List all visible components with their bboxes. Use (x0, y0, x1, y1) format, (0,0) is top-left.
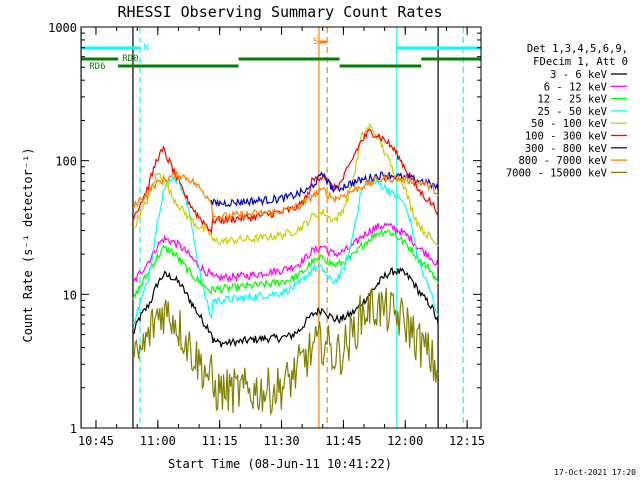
x-axis-label: Start Time (08-Jun-11 10:41:22) (168, 457, 392, 471)
legend-entry-label: 3 - 6 keV (550, 69, 608, 81)
y-axis-label: Count Rate (s⁻¹ detector⁻¹) (21, 147, 35, 342)
axes: 1 10 100 1000 10:45 11:00 11:15 11:30 11:45 12:00… (48, 21, 485, 448)
state-label: RD0 (122, 54, 138, 64)
legend-entry-label: 6 - 12 keV (544, 81, 608, 93)
legend-header-line: Det 1,3,4,5,6,9, (527, 43, 628, 55)
generation-timestamp: 17-Oct-2021 17:20 (554, 468, 636, 477)
y-tick-label: 1 (70, 422, 77, 436)
legend-entry-label: 50 - 100 keV (531, 118, 608, 130)
x-tick-label: 12:15 (449, 434, 485, 448)
legend-entry-label: 300 - 800 keV (525, 143, 608, 155)
x-tick-label: 10:45 (78, 434, 114, 448)
state-label: S (313, 37, 318, 47)
plot-frame (80, 26, 482, 429)
series-line (132, 175, 439, 325)
series-line (132, 122, 439, 247)
y-tick-label: 100 (55, 155, 77, 169)
legend-entry-label: 100 - 300 keV (525, 131, 608, 143)
y-tick-label: 1000 (48, 21, 77, 35)
x-tick-label: 11:00 (140, 434, 176, 448)
legend-entry-label: 7000 - 15000 keV (506, 167, 608, 179)
legend: Det 1,3,4,5,6,9, FDecim 1, Att 0 3 - 6 k… (506, 43, 628, 179)
legend-entry-label: 800 - 7000 keV (518, 155, 607, 167)
legend-header-line: FDecim 1, Att 0 (533, 56, 628, 68)
x-tick-label: 11:15 (202, 434, 238, 448)
state-bars: N S RD0 RD6 (81, 37, 481, 72)
series-line (132, 266, 439, 348)
x-tick-label: 11:45 (325, 434, 361, 448)
state-label: N (144, 43, 149, 53)
state-label: RD6 (89, 62, 105, 72)
x-tick-label: 11:30 (263, 434, 299, 448)
x-tick-label: 12:00 (387, 434, 423, 448)
legend-entry-label: 25 - 50 keV (537, 106, 607, 118)
series-line (132, 170, 439, 223)
vertical-markers (80, 27, 464, 428)
series-line (132, 227, 439, 300)
y-tick-label: 10 (63, 288, 77, 302)
series-line (132, 287, 439, 416)
series-layer (132, 122, 439, 416)
chart-title: RHESSI Observing Summary Count Rates (117, 3, 442, 21)
series-line (210, 170, 439, 207)
legend-entry-label: 12 - 25 keV (537, 94, 607, 106)
series-line (132, 222, 439, 284)
